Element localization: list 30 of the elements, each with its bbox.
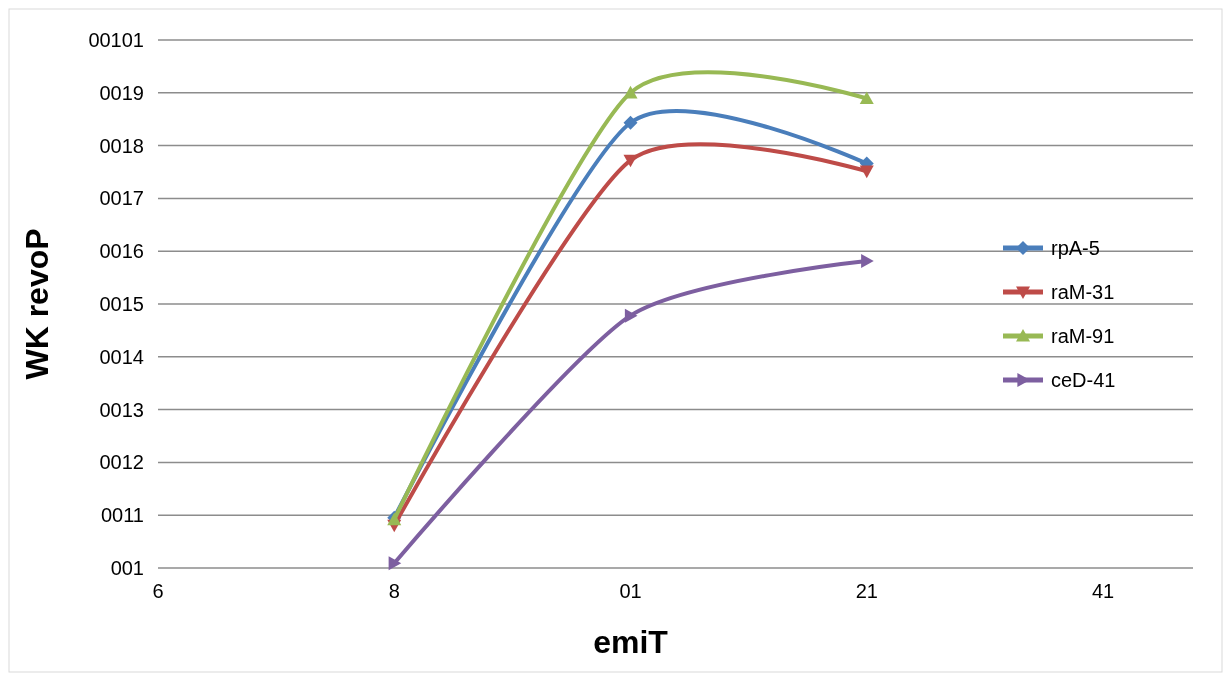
- text: 0016: [99, 240, 144, 263]
- point: [623, 115, 638, 130]
- point: [388, 556, 402, 571]
- text: 0015: [99, 293, 144, 315]
- text: 0017: [99, 187, 144, 210]
- point: [623, 85, 638, 99]
- x-tick-label: 6: [152, 580, 164, 602]
- x-axis-title: emiT: [593, 624, 669, 660]
- text: 0018: [99, 134, 144, 157]
- text: 0014: [99, 345, 144, 368]
- x-tick-label: 8: [388, 580, 400, 602]
- x-tick-label: 01: [619, 580, 642, 602]
- point: [859, 165, 874, 179]
- point: [624, 308, 638, 323]
- x-tick-label: 41: [1091, 580, 1115, 602]
- point: [623, 154, 638, 168]
- legend-label: raM-91: [1051, 325, 1115, 347]
- legend-label: ceD-41: [1051, 369, 1116, 391]
- legend-label: rpA-5: [1051, 237, 1100, 259]
- text: 0019: [99, 81, 144, 104]
- point: [861, 254, 874, 269]
- text: 0011: [100, 504, 144, 527]
- y-axis-title: WK revoP: [19, 228, 55, 380]
- text: 00101: [88, 29, 144, 51]
- x-tick-label: 21: [855, 580, 878, 602]
- text: 0012: [99, 451, 144, 474]
- point: [859, 91, 874, 105]
- legend-label: raM-31: [1051, 281, 1115, 303]
- text: 001: [110, 557, 144, 579]
- text: 0013: [99, 398, 144, 421]
